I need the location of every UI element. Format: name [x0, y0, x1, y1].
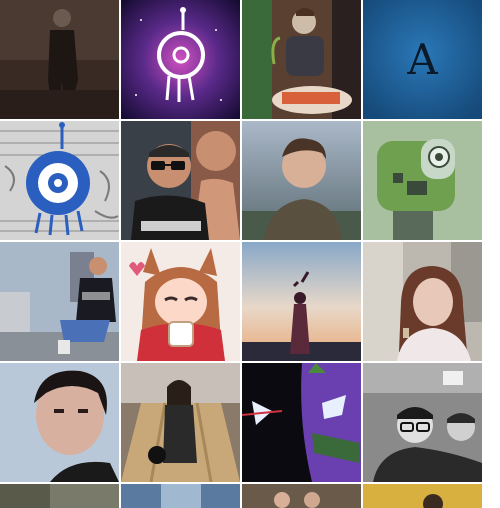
- avatar-blue-eye-sketch[interactable]: [0, 121, 119, 240]
- woman-sunset-image: [242, 242, 361, 361]
- avatar-row5-col2[interactable]: [121, 484, 240, 508]
- row5-col2-image: [121, 484, 240, 508]
- avatar-row5-col4[interactable]: [363, 484, 482, 508]
- avatar-young-man-portrait[interactable]: [242, 121, 361, 240]
- avatar-two-men-grayscale[interactable]: [363, 363, 482, 482]
- evangelion-image: [242, 363, 361, 482]
- avatar-anime-fox-girl[interactable]: [121, 242, 240, 361]
- row5-col1-image: [0, 484, 119, 508]
- avatar-letter: A: [407, 35, 438, 84]
- man-city-image: [0, 242, 119, 361]
- avatar-man-sitting-city[interactable]: [0, 242, 119, 361]
- row5-col3-image: [242, 484, 361, 508]
- avatar-letter-a[interactable]: A: [363, 0, 482, 119]
- avatar-woman-bowling[interactable]: [121, 363, 240, 482]
- man-sushi-image: [242, 0, 361, 119]
- avatar-woman-silhouette-sunset[interactable]: [242, 242, 361, 361]
- young-man-image: [242, 121, 361, 240]
- avatar-woman-smiling[interactable]: [363, 242, 482, 361]
- avatar-man-face-closeup[interactable]: [0, 363, 119, 482]
- row5-col4-image: [363, 484, 482, 508]
- avatar-row5-col3[interactable]: [242, 484, 361, 508]
- avatar-two-men-glasses[interactable]: [121, 121, 240, 240]
- two-men-glasses-image: [121, 121, 240, 240]
- woman-smiling-image: [363, 242, 482, 361]
- eye-creature-image: [121, 0, 240, 119]
- avatar-dark-figure[interactable]: [0, 0, 119, 119]
- avatar-eye-creature-space[interactable]: [121, 0, 240, 119]
- anime-fox-girl-image: [121, 242, 240, 361]
- dark-figure-image: [0, 0, 119, 119]
- blue-eye-image: [0, 121, 119, 240]
- green-robot-image: [363, 121, 482, 240]
- avatar-man-with-sushi[interactable]: [242, 0, 361, 119]
- woman-bowling-image: [121, 363, 240, 482]
- avatar-row5-col1[interactable]: [0, 484, 119, 508]
- avatar-evangelion-unit[interactable]: [242, 363, 361, 482]
- man-face-image: [0, 363, 119, 482]
- avatar-green-robot[interactable]: [363, 121, 482, 240]
- two-men-grayscale-image: [363, 363, 482, 482]
- letter-a-background: [363, 0, 482, 119]
